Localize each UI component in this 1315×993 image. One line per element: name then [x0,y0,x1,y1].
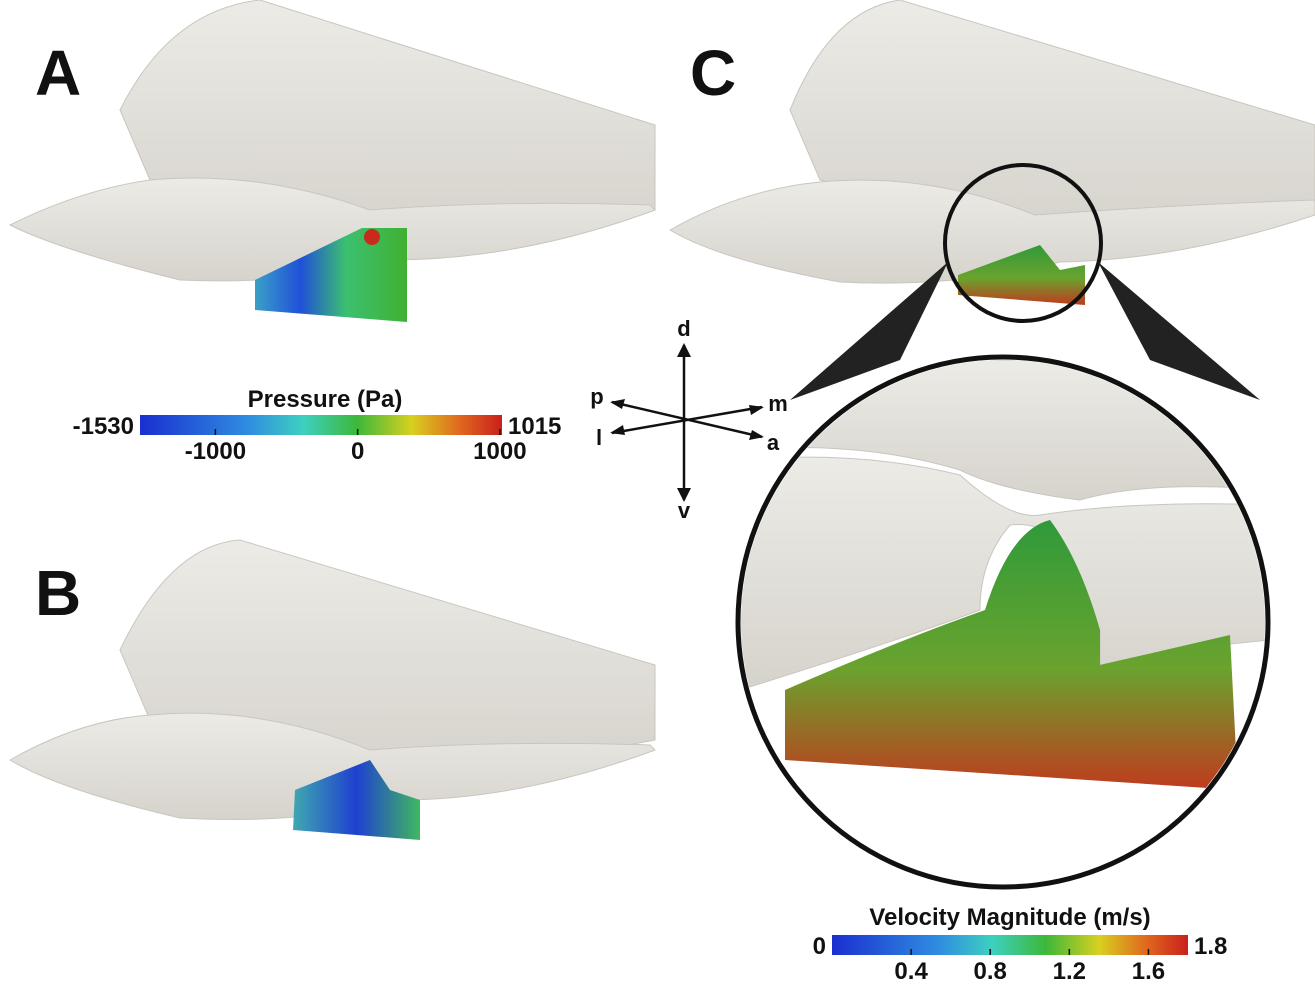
panel-label: C [690,37,736,109]
colorbar-min: 0 [813,933,826,960]
orientation-label: d [677,316,690,341]
colorbar-tick-label: 1000 [473,438,526,465]
figure: A B C Pressure (Pa) -1530 1015 d v p m l… [0,0,1315,993]
orientation-label: l [596,425,602,450]
orientation-label: m [768,391,788,416]
shark-a [10,0,655,322]
panel-label: A [35,37,81,109]
colorbar [832,935,1188,955]
orientation-label: p [590,384,603,409]
high-pressure-spot [364,229,380,245]
colorbar-max: 1.8 [1194,933,1227,960]
colorbar-tick-label: 0.8 [974,958,1007,985]
zoom-wedge [1098,262,1260,400]
colorbar-tick-label: 0 [351,438,364,465]
colorbar-tick-label: 0.4 [894,958,928,985]
colorbar-tick-label: -1000 [185,438,246,465]
shark-b [10,540,655,840]
panel-label: B [35,557,81,629]
colorbar [140,415,502,435]
colorbar-tick-label: 1.2 [1053,958,1086,985]
orientation-label: v [678,498,691,523]
colorbar-tick-label: 1.6 [1132,958,1165,985]
colorbar-title: Velocity Magnitude (m/s) [869,904,1150,931]
orientation-label: a [767,430,780,455]
orientation-compass [610,343,764,502]
colorbar-min: -1530 [73,413,134,440]
colorbar-title: Pressure (Pa) [248,386,403,413]
colorbar-max: 1015 [508,413,561,440]
